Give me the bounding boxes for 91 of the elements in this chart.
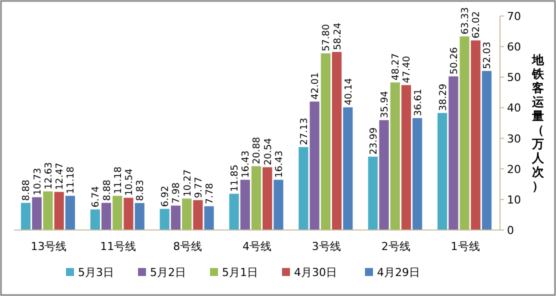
data-label: 48.27 — [390, 53, 402, 80]
x-tick-label: 3号线 — [312, 240, 341, 253]
bar — [160, 208, 170, 230]
data-label: 40.14 — [343, 78, 354, 106]
y-tick-label: 50 — [507, 71, 521, 84]
data-label: 11.85 — [230, 164, 241, 192]
x-tick-label: 2号线 — [381, 240, 410, 253]
data-label: 52.03 — [482, 42, 494, 69]
data-label: 6.92 — [160, 186, 172, 207]
x-tick-label: 4号线 — [242, 240, 272, 253]
data-label: 10.73 — [32, 168, 44, 196]
data-label: 35.94 — [380, 90, 390, 118]
y-tick-label: 60 — [507, 40, 521, 54]
bar — [310, 102, 320, 230]
bar — [438, 112, 448, 230]
bar — [482, 70, 492, 230]
data-label: 50.26 — [448, 47, 460, 74]
y-tick-label: 40 — [507, 102, 521, 115]
data-label: 6.74 — [90, 186, 102, 208]
data-label: 11.18 — [112, 166, 124, 194]
bar — [379, 120, 389, 230]
bar — [124, 198, 134, 230]
x-tick-label: 8号线 — [173, 240, 202, 253]
bar — [101, 202, 112, 230]
bar — [54, 192, 64, 230]
data-label: 58.24 — [332, 22, 344, 50]
data-label: 12.47 — [54, 162, 66, 190]
bar — [343, 107, 353, 230]
bar — [332, 52, 342, 230]
bar — [65, 196, 75, 230]
bar — [412, 118, 422, 230]
data-label: 27.13 — [298, 118, 310, 146]
legend-label: 4月29日 — [377, 266, 420, 279]
bar — [390, 82, 400, 230]
data-label: 9.77 — [193, 176, 204, 198]
bar — [193, 200, 203, 230]
legend-label: 5月1日 — [222, 266, 258, 279]
x-tick-label: 13号线 — [30, 240, 67, 253]
bar — [90, 209, 100, 230]
bar — [460, 36, 470, 230]
data-label: 36.61 — [412, 88, 424, 116]
bar — [134, 203, 144, 230]
bar — [32, 197, 42, 230]
y-tick-label: 70 — [507, 10, 521, 23]
bar — [20, 202, 31, 230]
legend-label: 4月30日 — [294, 266, 337, 279]
bar — [470, 40, 480, 230]
data-label: 23.99 — [368, 127, 380, 155]
bar — [182, 198, 192, 230]
bar — [229, 194, 239, 230]
bar — [112, 196, 122, 230]
data-label: 10.54 — [124, 168, 135, 196]
data-label: 38.29 — [438, 84, 449, 111]
bar — [401, 85, 412, 230]
bar — [240, 180, 250, 230]
x-tick-label: 1号线 — [450, 240, 480, 253]
text: 地铁客运量（万人次） — [532, 53, 544, 193]
data-label: 7.78 — [204, 183, 216, 204]
legend-label: 5月2日 — [150, 266, 186, 279]
bar — [298, 147, 308, 230]
bar — [251, 166, 262, 230]
y-tick-label: 30 — [507, 132, 521, 146]
data-label: 47.40 — [402, 56, 413, 84]
bar — [448, 76, 458, 230]
data-label: 42.01 — [310, 72, 322, 100]
data-label: 8.83 — [135, 180, 146, 202]
data-label: 20.54 — [262, 138, 274, 166]
data-label: 12.63 — [43, 162, 54, 190]
bar — [368, 156, 378, 230]
data-label: 7.98 — [171, 182, 182, 204]
data-label: 16.43 — [240, 150, 252, 178]
bar — [262, 167, 272, 230]
bar — [274, 180, 284, 230]
bar — [43, 191, 53, 230]
data-label: 62.02 — [471, 11, 482, 38]
data-label: 8.88 — [21, 180, 32, 201]
data-label: 8.88 — [102, 180, 113, 201]
legend-label: 5月3日 — [78, 266, 114, 279]
data-label: 10.27 — [182, 169, 194, 197]
data-label: 16.43 — [274, 150, 285, 178]
x-tick-label: 11号线 — [100, 240, 136, 253]
bar — [204, 206, 214, 230]
y-tick-label: 10 — [507, 193, 521, 206]
data-label: 57.80 — [321, 24, 332, 52]
bar — [170, 206, 181, 230]
data-label: 11.18 — [66, 166, 77, 194]
y-tick-label: 20 — [507, 162, 521, 176]
y-tick-label: 0 — [507, 224, 514, 237]
data-label: 20.88 — [252, 136, 263, 164]
data-label: 63.33 — [460, 7, 472, 34]
bar — [320, 53, 330, 230]
